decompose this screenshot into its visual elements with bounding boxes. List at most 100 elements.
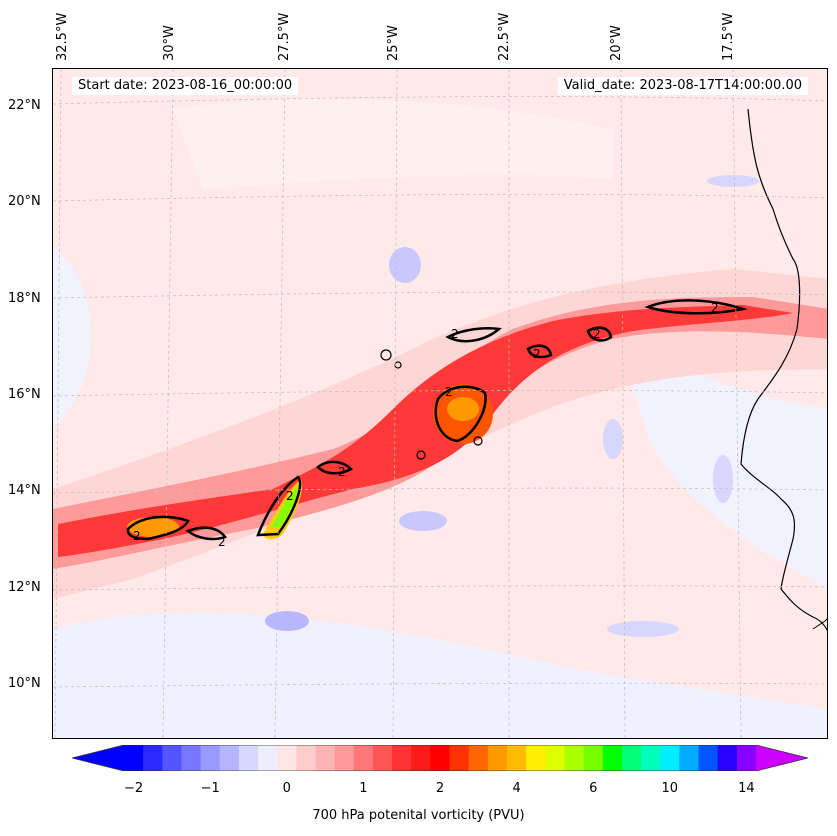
start-date-label: Start date: 2023-08-16_00:00:00	[72, 77, 299, 95]
colorbar-segment	[507, 745, 527, 771]
lat-label-10n: 10°N	[8, 676, 41, 691]
pv-2-contour	[434, 385, 487, 443]
colorbar-tick-label: 1	[359, 781, 368, 796]
colorbar-tick-label: 14	[738, 781, 755, 796]
pv-2-contour	[526, 344, 553, 359]
pv-2-contour	[185, 526, 227, 541]
colorbar-tick-label: −2	[123, 781, 144, 796]
lat-label-18n: 18°N	[8, 291, 41, 306]
negative-pv-blob	[707, 175, 759, 187]
contour-label: 2	[445, 385, 453, 399]
colorbar-segment	[124, 745, 144, 771]
lon-label-32-5w: 32.5°W	[55, 12, 70, 61]
contour-label: 2	[711, 301, 719, 315]
colorbar-segment	[162, 745, 182, 771]
map-panel: 2 2 2 2 2 2 2 2 2	[52, 68, 828, 739]
colorbar-segment	[449, 745, 470, 771]
field-patch-pale-south	[53, 612, 827, 738]
colorbar-segment	[238, 745, 259, 771]
contour-label: 2	[218, 535, 226, 549]
colorbar-tick-label: 2	[435, 781, 445, 796]
africa-coastline	[812, 618, 827, 630]
colorbar-under-arrow	[72, 745, 124, 771]
pv-2-contour	[256, 475, 302, 537]
colorbar-segment	[372, 745, 393, 771]
pv-2-contour	[316, 460, 354, 475]
colorbar-segment	[564, 745, 585, 771]
colorbar-segment	[621, 745, 642, 771]
negative-pv-blob	[603, 419, 623, 459]
colorbar-segment	[315, 745, 336, 771]
lat-label-12n: 12°N	[8, 580, 41, 595]
negative-pv-blob	[399, 511, 447, 531]
negative-pv-blob	[389, 247, 421, 283]
colorbar-segment	[602, 745, 623, 771]
lon-label-27-5w: 27.5°W	[277, 12, 292, 61]
colorbar-segment	[545, 745, 565, 771]
lon-label-30w: 30°W	[162, 25, 177, 61]
graticule	[53, 69, 827, 738]
colorbar-segment	[487, 745, 508, 771]
colorbar-segment	[200, 745, 221, 771]
colorbar-segment	[526, 745, 546, 771]
colorbar	[72, 745, 808, 771]
pv-2-contour	[644, 299, 748, 315]
colorbar-segment	[392, 745, 412, 771]
colorbar-segment	[219, 745, 240, 771]
lon-label-20w: 20°W	[609, 25, 624, 61]
pv-2-contour	[416, 450, 426, 460]
pv-core-yellow	[447, 397, 479, 421]
negative-pv-blob	[713, 455, 733, 503]
colorbar-segment	[277, 745, 297, 771]
colorbar-tick-label: 4	[512, 781, 521, 796]
colorbar-segment	[698, 745, 719, 771]
colorbar-over-arrow	[756, 745, 808, 771]
colorbar-segment	[717, 745, 738, 771]
colorbar-tick-label: 10	[661, 781, 679, 796]
field-patch-pale-west	[53, 249, 91, 429]
colorbar-segment	[334, 745, 355, 771]
lat-label-16n: 16°N	[8, 387, 41, 402]
colorbar-label: 700 hPa potenital vorticity (PVU)	[312, 808, 525, 823]
lon-label-17-5w: 17.5°W	[721, 12, 736, 61]
contour-label: 2	[133, 529, 141, 543]
contour-label: 2	[451, 327, 459, 341]
colorbar-segment	[660, 745, 680, 771]
colorbar-segment	[583, 745, 604, 771]
lat-label-22n: 22°N	[8, 98, 41, 113]
pv-2-contour	[380, 349, 392, 361]
pv-band-strong	[58, 305, 793, 557]
colorbar-tick-label: 0	[282, 781, 291, 796]
contour-label: 2	[593, 327, 601, 341]
pv-2-contour	[126, 515, 190, 541]
pv-2-contour	[473, 436, 483, 446]
colorbar-segment	[181, 745, 202, 771]
africa-coastline	[740, 108, 827, 632]
pv-streak-green	[271, 487, 298, 527]
lat-label-14n: 14°N	[8, 483, 41, 498]
colorbar-segment	[143, 745, 163, 771]
valid-date-label: Valid_date: 2023-08-17T14:00:00.00	[557, 77, 808, 95]
colorbar-segment	[736, 745, 757, 771]
contour-label: 2	[286, 489, 294, 503]
lat-label-20n: 20°N	[8, 194, 41, 209]
negative-pv-blob	[607, 621, 679, 637]
pv-2-contour	[586, 326, 613, 342]
colorbar-tick-label: 6	[589, 781, 598, 796]
field-patch-pale-north	[173, 98, 613, 189]
colorbar-segment	[258, 745, 278, 771]
colorbar-tick-label: −1	[200, 781, 220, 796]
lon-label-25w: 25°W	[386, 25, 401, 61]
pv-2-contour	[445, 327, 502, 343]
colorbar-segment	[296, 745, 317, 771]
colorbar-segment	[468, 745, 489, 771]
colorbar-segment	[353, 745, 374, 771]
colorbar-segment	[430, 745, 451, 771]
pv-field-map	[53, 69, 827, 738]
lon-label-22-5w: 22.5°W	[497, 12, 512, 61]
colorbar-segment	[411, 745, 431, 771]
colorbar-segment	[679, 745, 700, 771]
colorbar-segment	[641, 745, 661, 771]
contour-label: 2	[338, 465, 346, 479]
negative-pv-blob	[265, 611, 309, 631]
